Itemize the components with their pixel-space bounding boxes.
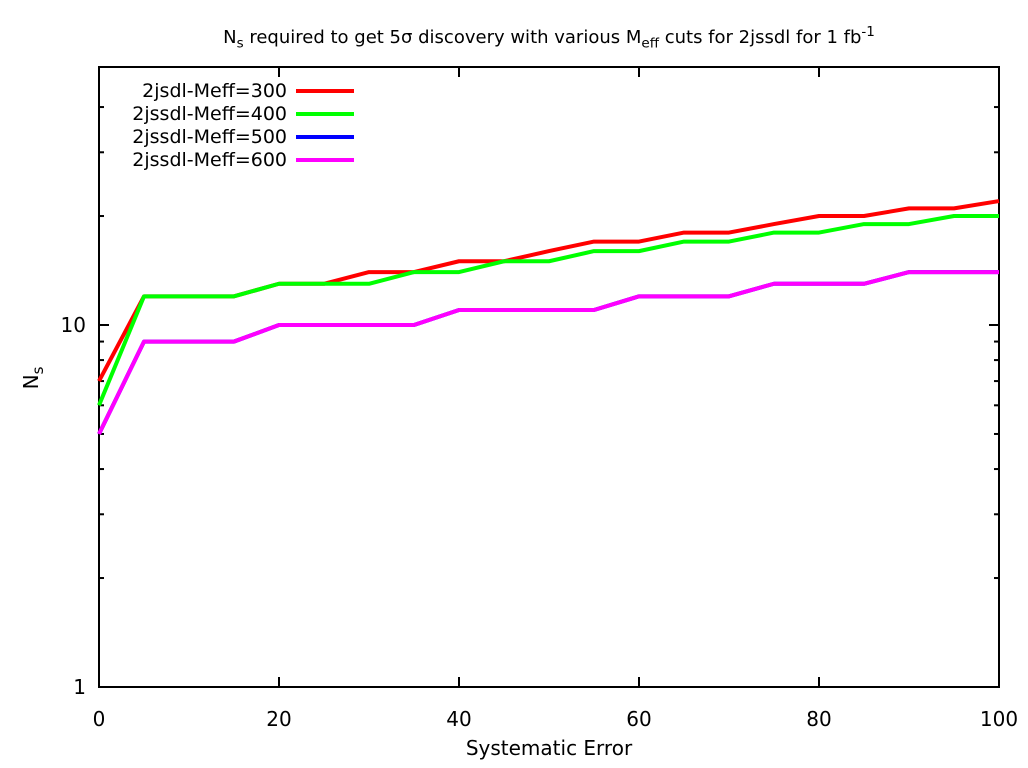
legend-label: 2jssdl-Meff=500 <box>132 125 287 148</box>
y-axis-label: Ns <box>19 367 47 390</box>
series-line-2jssdl-Meff=400 <box>97 214 999 407</box>
x-tick-label: 60 <box>626 707 651 731</box>
x-tick-label: 20 <box>266 707 291 731</box>
legend-item: 2jssdl-Meff=600 <box>117 148 354 171</box>
series-line-2jsdl-Meff=300 <box>97 199 1000 383</box>
legend-label: 2jssdl-Meff=400 <box>132 102 287 125</box>
title-sub-s: s <box>236 35 244 52</box>
x-tick-label: 100 <box>980 707 1018 731</box>
title-sup-inverse: -1 <box>861 24 875 40</box>
legend-item: 2jssdl-Meff=500 <box>117 125 354 148</box>
series-line-2jssdl-Meff=600 <box>97 270 999 435</box>
title-text-2: required to get 5σ discovery with variou… <box>243 27 642 48</box>
y-axis-label-sub: s <box>29 366 47 375</box>
legend-line-swatch <box>296 111 354 116</box>
legend: 2jsdl-Meff=300 2jssdl-Meff=400 2jssdl-Me… <box>117 79 354 171</box>
legend-line-swatch <box>296 157 354 162</box>
y-axis-label-main: N <box>19 374 43 390</box>
title-text-1: N <box>223 27 237 48</box>
chart-title: Ns required to get 5σ discovery with var… <box>99 24 999 52</box>
x-tick-label: 0 <box>93 707 106 731</box>
x-tick-label: 80 <box>806 707 831 731</box>
y-tick-label: 1 <box>73 675 86 699</box>
legend-label: 2jssdl-Meff=600 <box>132 148 287 171</box>
title-text-3: cuts for 2jssdl for 1 fb <box>659 27 862 48</box>
legend-label: 2jsdl-Meff=300 <box>142 79 287 102</box>
legend-line-swatch <box>296 134 354 139</box>
legend-line-swatch <box>296 88 354 93</box>
y-tick-label: 10 <box>61 313 86 337</box>
x-tick-label: 40 <box>446 707 471 731</box>
x-axis-label: Systematic Error <box>465 736 633 760</box>
title-sub-eff: eff <box>641 35 659 52</box>
legend-item: 2jssdl-Meff=400 <box>117 102 354 125</box>
legend-item: 2jsdl-Meff=300 <box>117 79 354 102</box>
